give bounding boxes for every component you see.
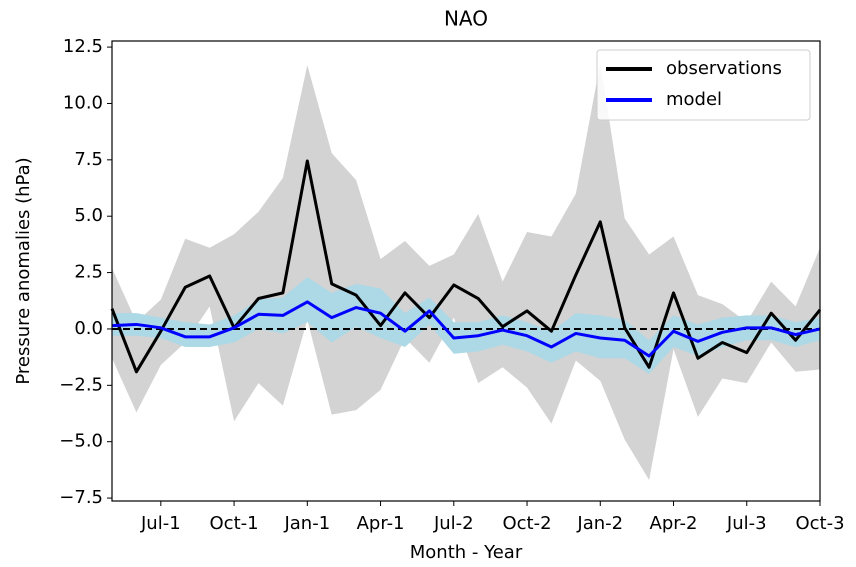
y-tick-label: 0.0 xyxy=(74,318,103,339)
legend-label: model xyxy=(666,89,722,110)
y-tick-label: 2.5 xyxy=(74,262,103,283)
x-tick-label: Apr-2 xyxy=(650,513,698,534)
band xyxy=(112,277,820,375)
line xyxy=(110,159,822,374)
y-tick-label: −5.0 xyxy=(59,431,103,452)
y-axis-label: Pressure anomalies (hPa) xyxy=(13,157,34,384)
x-tick-label: Oct-3 xyxy=(795,513,844,534)
y-tick-label: 5.0 xyxy=(74,205,103,226)
x-tick-label: Jul-3 xyxy=(726,513,767,534)
y-tick-label: −7.5 xyxy=(59,487,103,508)
y-tick-label: −2.5 xyxy=(59,374,103,395)
y-tick-label: 7.5 xyxy=(74,149,103,170)
x-tick-label: Oct-1 xyxy=(210,513,259,534)
legend-label: observations xyxy=(666,58,782,79)
y-tick-label: 12.5 xyxy=(63,36,103,57)
plot-frame xyxy=(111,40,821,502)
x-tick-label: Jul-2 xyxy=(433,513,474,534)
band xyxy=(112,62,820,481)
line xyxy=(111,300,821,358)
x-tick-label: Jan-1 xyxy=(283,513,330,534)
x-axis-label: Month - Year xyxy=(410,542,523,563)
x-tick-label: Apr-1 xyxy=(357,513,405,534)
x-tick-label: Oct-2 xyxy=(502,513,551,534)
chart-title: NAO xyxy=(444,7,488,31)
y-tick-label: 10.0 xyxy=(63,92,103,113)
x-tick-label: Jan-2 xyxy=(576,513,623,534)
x-tick-label: Jul-1 xyxy=(140,513,181,534)
